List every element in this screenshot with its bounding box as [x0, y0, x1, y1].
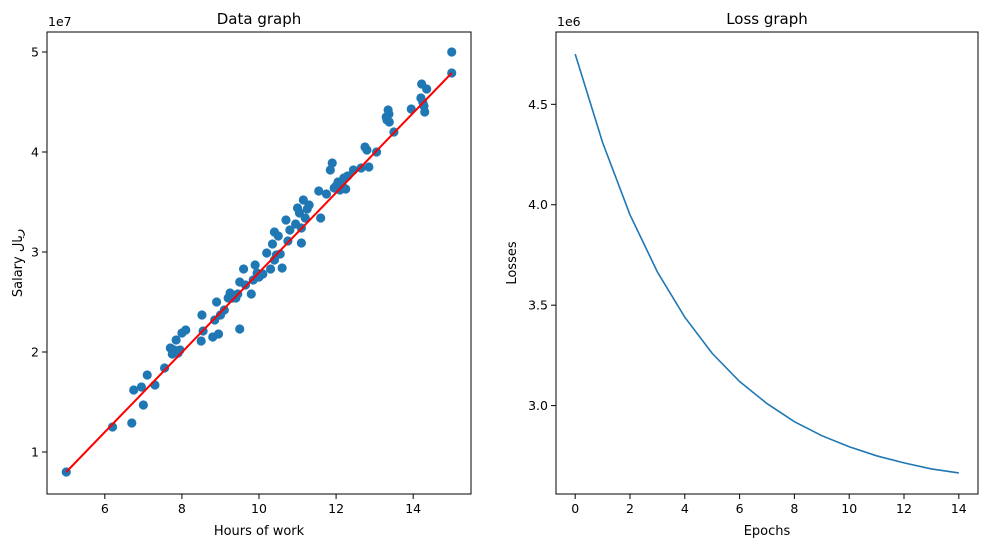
loss-line: [574, 53, 959, 474]
data-graph-x-tick-label: 14: [405, 501, 421, 516]
data-point: [321, 189, 332, 199]
data-point: [364, 162, 374, 172]
data-point: [235, 324, 245, 334]
data-point: [300, 213, 310, 223]
data-point: [219, 305, 229, 315]
loss-graph-title: Loss graph: [726, 10, 808, 28]
data-point: [138, 400, 148, 410]
data-point: [314, 186, 324, 196]
data-point: [246, 289, 256, 299]
data-point: [273, 231, 283, 241]
data-point: [197, 310, 207, 320]
data-point: [213, 329, 224, 339]
data-graph-x-tick-label: 10: [251, 501, 267, 516]
loss-graph-y-label: Losses: [505, 241, 520, 285]
fit-line: [65, 72, 453, 473]
data-point: [296, 238, 306, 248]
data-point: [362, 145, 372, 155]
data-point: [267, 239, 278, 249]
data-graph-x-ticks: 6 8 10 12 14: [101, 494, 421, 516]
data-graph-y-tick-label: 1: [31, 445, 39, 460]
data-point: [304, 200, 314, 210]
loss-graph-y-tick-label: 4.0: [528, 197, 548, 212]
data-point: [262, 248, 272, 258]
data-point: [384, 109, 394, 119]
data-point: [196, 336, 206, 346]
loss-graph-x-tick-label: 10: [841, 501, 857, 516]
data-point: [283, 236, 293, 246]
loss-graph-x-tick-label: 8: [790, 501, 798, 516]
data-point: [327, 158, 337, 168]
data-point: [384, 117, 394, 127]
data-graph-title: Data graph: [217, 10, 302, 28]
data-graph-y-label: Salary ريال: [11, 229, 26, 297]
loss-graph-x-ticks: 0 2 4 6 8 10 12 14: [571, 494, 967, 516]
loss-graph-y-ticks: 3.0 3.5 4.0 4.5: [528, 97, 556, 413]
data-graph-x-tick-label: 6: [101, 501, 109, 516]
data-point: [422, 84, 432, 94]
data-point: [250, 260, 260, 270]
loss-graph-offset-text: 1e6: [557, 14, 581, 29]
data-point: [281, 215, 291, 225]
data-graph-y-tick-label: 4: [31, 145, 39, 160]
data-point: [316, 213, 326, 223]
data-point: [107, 422, 118, 432]
loss-graph-x-label: Epochs: [744, 524, 791, 539]
loss-graph-x-tick-label: 0: [571, 501, 579, 516]
loss-graph-chart: Loss graph 1e6 0 2 4 6 8 10 12 14 3.03.54.04.5 …: [505, 10, 979, 539]
data-graph-y-tick-label: 2: [31, 345, 39, 360]
data-point: [277, 263, 287, 273]
loss-graph-x-tick-label: 2: [626, 501, 634, 516]
data-graph-y-tick-label: 3: [31, 245, 39, 260]
data-point: [238, 264, 249, 274]
data-point: [181, 325, 191, 335]
data-graph-plot-area: [46, 31, 472, 495]
data-graph-y-tick-label: 5: [31, 45, 39, 60]
data-point: [420, 107, 430, 117]
data-point: [159, 363, 170, 373]
data-point: [129, 385, 139, 395]
data-graph-x-tick-label: 8: [178, 501, 186, 516]
data-point: [325, 165, 335, 175]
loss-graph-plot-area: [555, 31, 979, 495]
data-graph-offset-text: 1e7: [48, 14, 72, 29]
data-point: [341, 184, 351, 194]
data-point: [142, 370, 152, 380]
loss-graph-x-tick-label: 12: [896, 501, 912, 516]
data-point: [171, 335, 181, 345]
data-point: [265, 264, 276, 274]
data-graph-x-tick-label: 12: [328, 501, 344, 516]
loss-graph-y-tick-label: 3.0: [528, 398, 548, 413]
data-graph-y-ticks: 1 2 3 4 5: [31, 45, 47, 460]
loss-graph-x-tick-label: 6: [736, 501, 744, 516]
data-point: [285, 225, 295, 235]
data-point: [212, 297, 222, 307]
loss-graph-x-tick-label: 4: [681, 501, 689, 516]
loss-graph-x-tick-label: 14: [951, 501, 967, 516]
data-point: [447, 47, 457, 57]
data-point: [127, 418, 137, 428]
loss-graph-y-tick-label: 3.5: [528, 298, 548, 313]
data-point: [136, 382, 147, 392]
data-graph-x-label: Hours of work: [214, 524, 305, 539]
data-graph-points: [61, 47, 457, 477]
loss-graph-y-tick-label: 4.5: [528, 97, 548, 112]
